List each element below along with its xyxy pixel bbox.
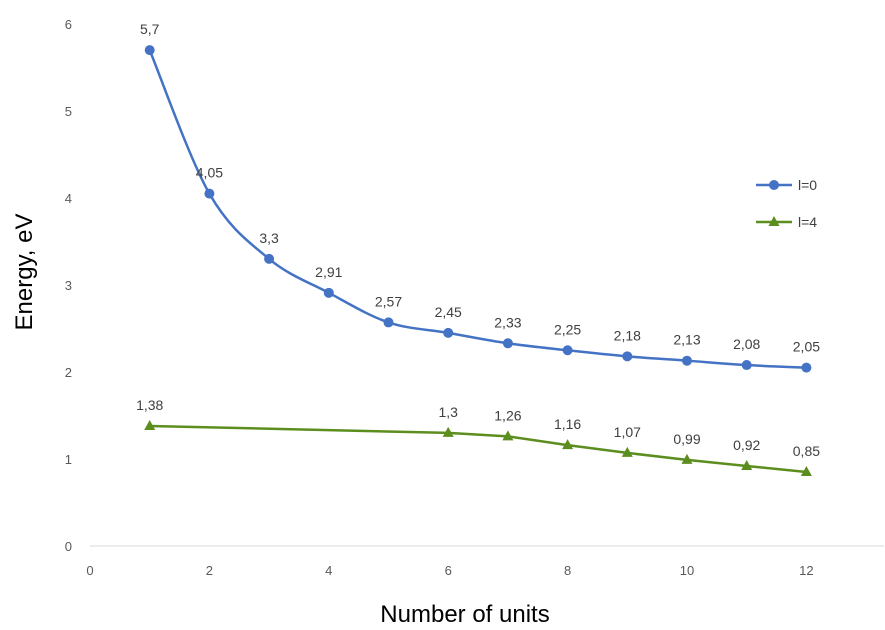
chart-series: 5,7 4,05 3,3 2,91 2,57 2,45 2,33 2,25 2,18 2,13 2,… [136, 21, 820, 477]
data-label: 2,45 [435, 304, 462, 320]
data-label: 1,26 [494, 407, 521, 423]
x-axis-title: Number of units [380, 601, 549, 628]
data-label: 1,07 [614, 424, 641, 440]
data-point [800, 466, 812, 477]
data-point [383, 317, 394, 328]
y-axis-title: Energy, eV [11, 214, 38, 331]
data-label: 2,05 [793, 339, 820, 355]
x-tick-label: 8 [564, 563, 571, 578]
data-label: 2,25 [554, 321, 581, 337]
data-point [622, 351, 633, 362]
series-l0: 5,7 4,05 3,3 2,91 2,57 2,45 2,33 2,25 2,18 2,13 2,… [140, 21, 820, 373]
y-tick-label: 5 [65, 104, 72, 119]
data-label: 2,91 [315, 264, 342, 280]
data-label: 2,33 [494, 314, 521, 330]
data-point [264, 253, 275, 264]
x-tick-label: 0 [86, 563, 93, 578]
data-point [144, 45, 155, 56]
data-label: 3,3 [259, 230, 279, 246]
data-point [801, 362, 812, 373]
y-tick-label: 4 [65, 191, 72, 206]
data-point [621, 446, 633, 457]
x-tick-label: 4 [325, 563, 332, 578]
data-point [204, 188, 215, 199]
data-label: 0,99 [673, 431, 700, 447]
data-point [442, 426, 454, 437]
data-point [502, 430, 514, 441]
series-l4: 1,38 1,3 1,26 1,16 1,07 0,99 0,92 0,85 [136, 397, 820, 477]
legend-item: l=0 [756, 177, 817, 193]
legend-marker [769, 180, 779, 190]
y-tick-label: 6 [65, 17, 72, 32]
data-point [323, 287, 334, 298]
legend-marker [768, 216, 780, 226]
data-label: 2,13 [673, 332, 700, 348]
data-label: 2,18 [614, 327, 641, 343]
data-label: 1,38 [136, 397, 163, 413]
legend-label: l=4 [798, 214, 817, 230]
x-tick-label: 6 [445, 563, 452, 578]
data-label: 0,85 [793, 443, 820, 459]
x-tick-label: 2 [206, 563, 213, 578]
y-tick-label: 3 [65, 278, 72, 293]
data-label: 4,05 [196, 165, 223, 181]
data-point [741, 360, 752, 371]
data-label: 1,3 [438, 404, 458, 420]
y-tick-label: 1 [65, 452, 72, 467]
data-point [681, 453, 693, 464]
data-point [562, 345, 573, 356]
x-tick-label: 10 [680, 563, 694, 578]
series-line [149, 424, 807, 474]
legend-label: l=0 [798, 177, 817, 193]
data-label: 1,16 [554, 416, 581, 432]
data-point [443, 327, 454, 338]
y-tick-label: 2 [65, 365, 72, 380]
data-label: 2,57 [375, 293, 402, 309]
data-point [562, 439, 574, 450]
data-point [681, 355, 692, 366]
data-label: 0,92 [733, 437, 760, 453]
legend-item: l=4 [756, 214, 817, 230]
series-line [148, 49, 807, 369]
data-label: 2,08 [733, 336, 760, 352]
x-tick-label: 12 [799, 563, 813, 578]
data-point [502, 338, 513, 349]
data-label: 5,7 [140, 21, 160, 37]
data-point [741, 459, 753, 470]
chart-legend: l=0 l=4 [756, 177, 817, 230]
y-tick-label: 0 [65, 539, 72, 554]
data-point [144, 419, 156, 430]
